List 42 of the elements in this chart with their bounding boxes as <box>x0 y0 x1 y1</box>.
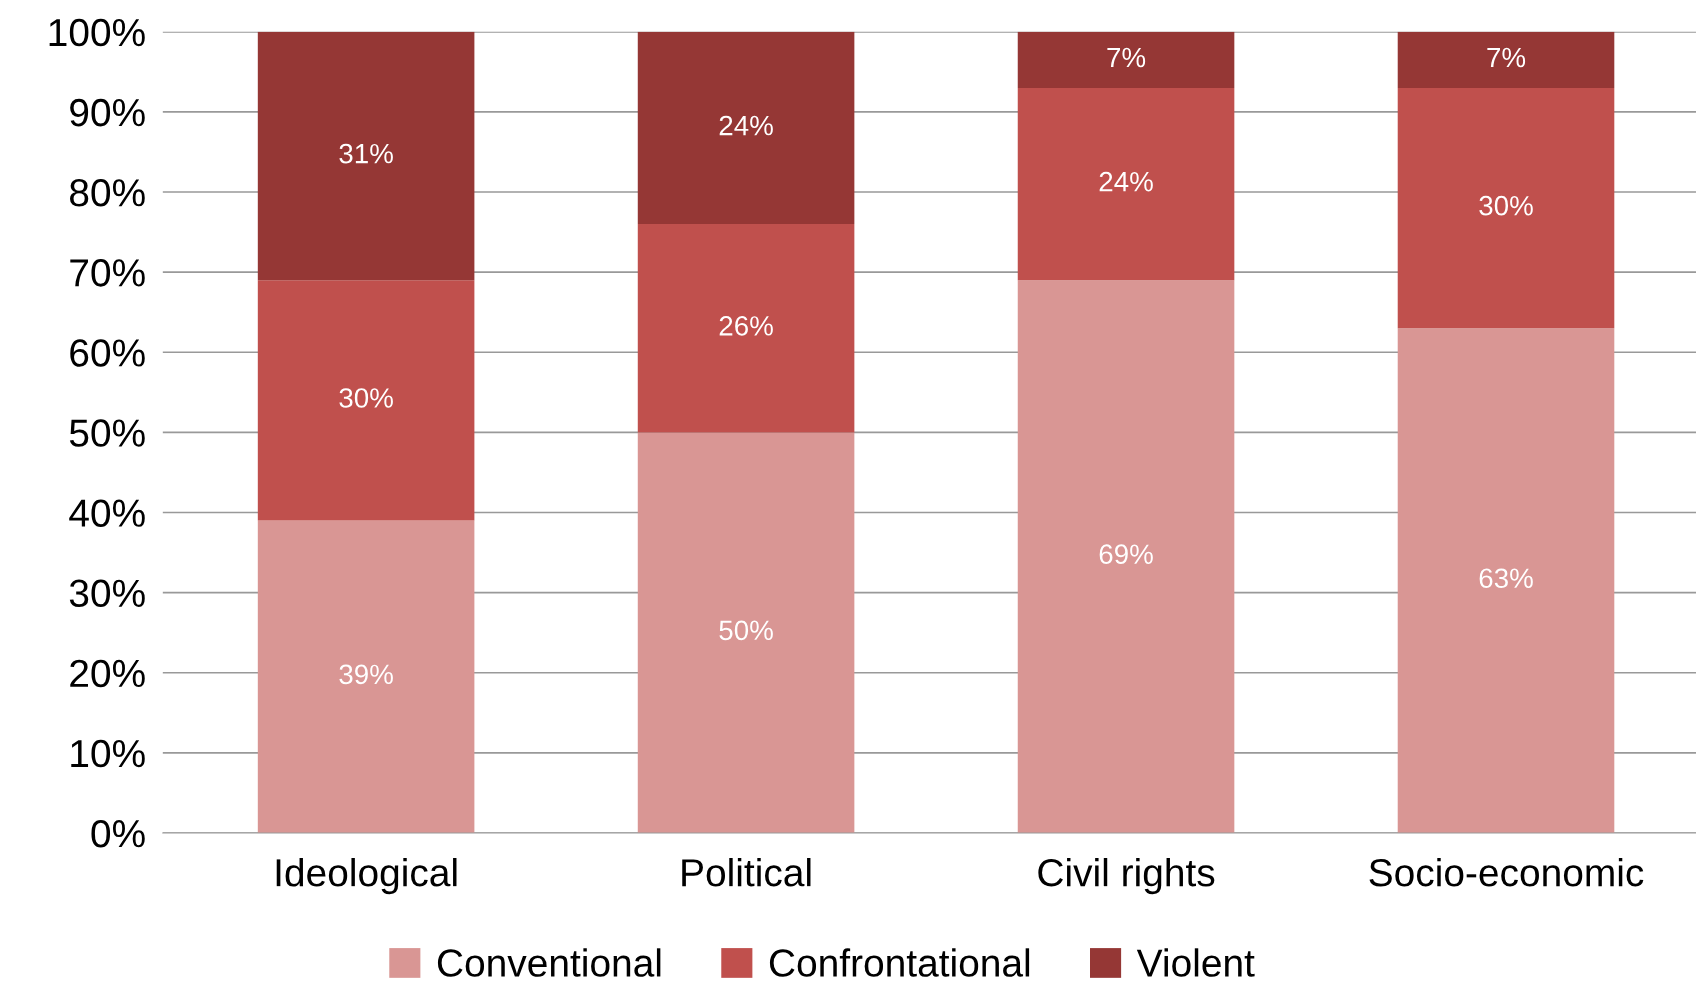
y-tick-label: 60% <box>70 339 145 367</box>
bar <box>637 224 855 433</box>
y-tick-label: 80% <box>70 178 145 207</box>
bar <box>257 520 475 833</box>
y-tick-label: 90% <box>70 98 145 127</box>
y-tick-label: 40% <box>69 499 145 527</box>
data-label: 63% <box>1479 568 1533 589</box>
legend-label: Conventional <box>437 948 661 977</box>
x-tick-label: Civil rights <box>1038 857 1215 895</box>
data-label: 24% <box>719 115 773 136</box>
bar <box>257 31 475 281</box>
bar <box>1017 31 1235 88</box>
bar <box>257 280 475 521</box>
y-tick-label: 100% <box>49 18 145 47</box>
y-tick-label: 20% <box>70 659 145 688</box>
bar <box>1017 87 1235 281</box>
y-tick-label: 70% <box>70 259 145 287</box>
x-tick-label: Socio-economic <box>1369 857 1644 887</box>
data-label: 69% <box>1099 544 1153 565</box>
legend-label: Confrontational <box>769 948 1030 977</box>
bar <box>637 432 855 833</box>
data-label: 7% <box>1487 47 1526 68</box>
y-tick-label: 50% <box>69 419 145 447</box>
legend-label: Violent <box>1136 948 1255 977</box>
data-label: 30% <box>339 388 393 408</box>
data-label: 39% <box>339 664 393 685</box>
bar <box>1017 280 1235 833</box>
data-label: 24% <box>1099 171 1153 192</box>
bar <box>1397 87 1615 329</box>
data-label: 26% <box>719 316 773 336</box>
data-label: 30% <box>1479 195 1533 216</box>
y-tick-label: 30% <box>69 579 145 608</box>
data-label: 50% <box>719 620 773 641</box>
bar <box>1397 328 1615 833</box>
y-tick-label: 10% <box>71 739 145 768</box>
data-label: 7% <box>1107 47 1146 68</box>
bar <box>1397 31 1615 88</box>
x-tick-label: Political <box>682 857 811 887</box>
x-tick-label: Ideological <box>276 857 457 895</box>
bar <box>637 31 855 225</box>
data-label: 31% <box>339 143 393 164</box>
y-tick-label: 0% <box>91 819 145 848</box>
